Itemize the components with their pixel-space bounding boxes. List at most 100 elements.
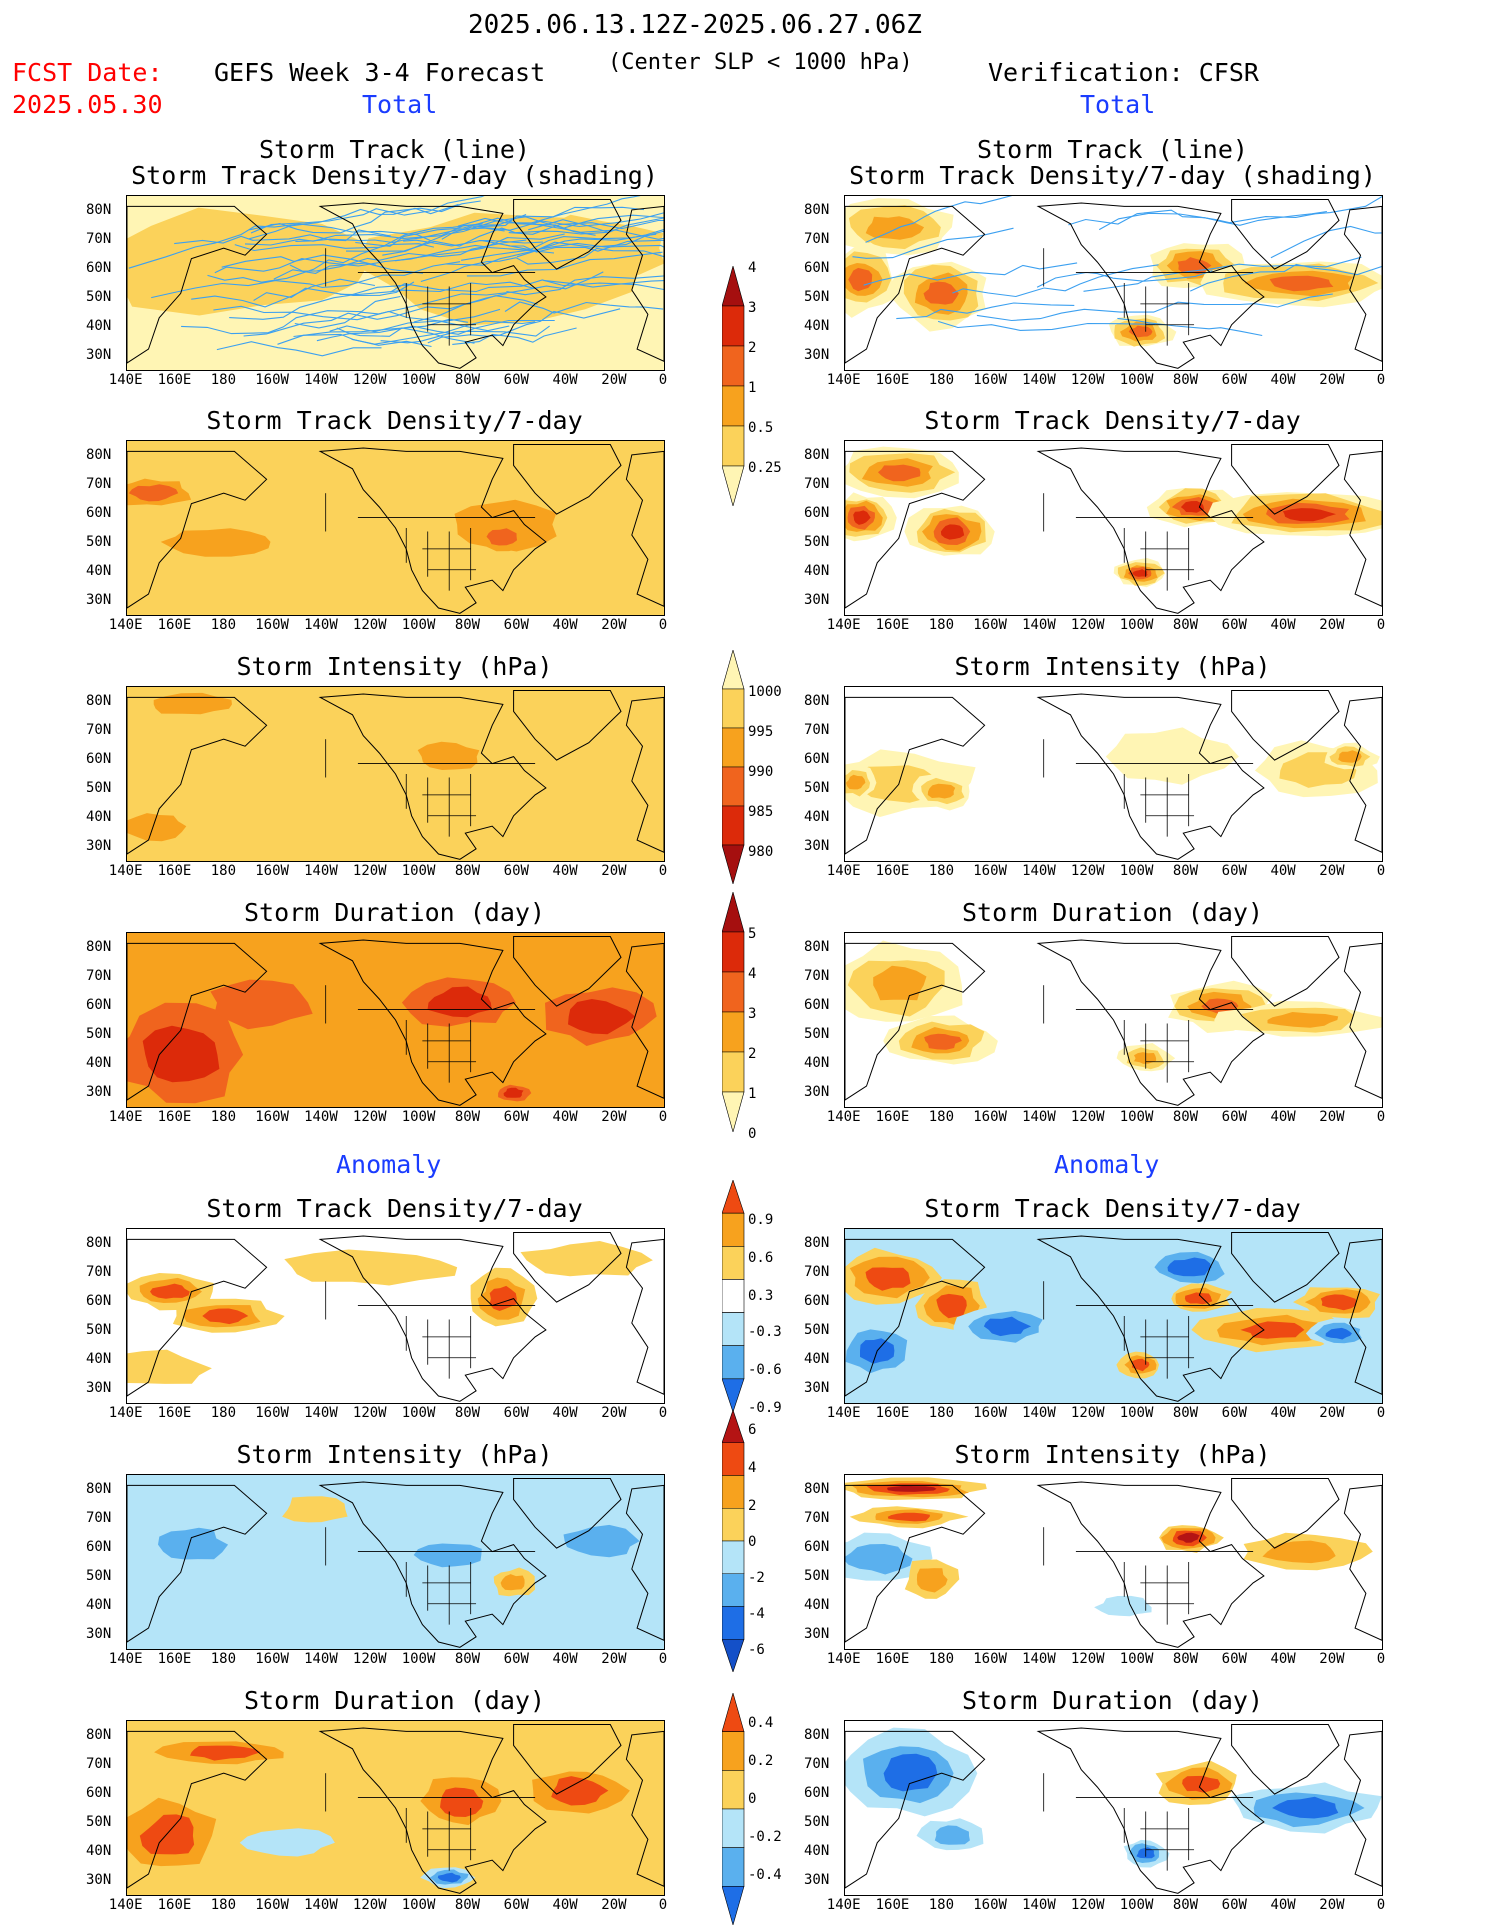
lon-tick-label: 140E [108,372,143,388]
colorbar-label: 4 [748,966,757,982]
lon-tick-label: 80W [1172,1897,1199,1913]
colorbar-swatch [721,385,745,427]
storm-track-line [937,320,1155,331]
lon-tick-label: 100W [401,1897,436,1913]
asia-coast [845,205,986,364]
lon-tick-label: 0 [1376,1897,1386,1913]
lon-tick-label: 140E [108,863,143,879]
lat-tick-label: 60N [86,505,112,521]
gefs-duration-shade-blob [568,999,636,1035]
colorbar-label: 0 [748,1534,757,1550]
lon-tick-label: 20W [1319,372,1345,388]
storm-track-line [896,302,1075,320]
lon-tick-label: 80W [454,372,481,388]
lat-tick-label: 80N [804,202,830,218]
lat-tick-label: 50N [86,1814,112,1830]
colorbar-label: -0.9 [748,1400,782,1416]
colorbar-swatch [721,727,745,768]
storm-track-line [207,222,483,283]
gefs-duration-anom-title: Storm Duration (day) [243,1686,546,1715]
cfsr-duration-title: Storm Duration (day) [961,898,1264,927]
greenland-coast [1231,690,1340,761]
lon-tick-label: 140E [826,1651,861,1667]
asia-coast [845,450,986,609]
lat-tick-label: 70N [86,1264,112,1280]
gefs-density-anom-title: Storm Track Density/7-day [206,1194,583,1223]
colorbar-swatch [721,648,745,690]
cfsr-intensity-map-panel [844,686,1383,862]
lat-tick-label: 40N [86,1055,112,1071]
lat-tick-label: 50N [86,1568,112,1584]
lon-tick-label: 0 [658,617,668,633]
lat-tick-label: 80N [86,202,112,218]
lon-tick-label: 0 [658,1651,668,1667]
lon-tick-label: 160E [157,1897,192,1913]
lon-tick-label: 60W [503,1109,529,1125]
lat-tick-label: 70N [804,1264,830,1280]
lon-tick-label: 160W [255,617,289,633]
colorbar-label: 995 [748,724,774,740]
cfsr-track-shade-blob [848,267,873,292]
cfsr-intensity-anom-shade-blob [1262,1540,1336,1564]
europe-coast [1343,1238,1382,1395]
gefs-intensity-shade-blob [417,741,480,770]
lat-tick-label: 50N [804,289,830,305]
lat-tick-label: 70N [804,968,830,984]
lat-tick-label: 70N [804,231,830,247]
lon-tick-label: 40W [552,1897,578,1913]
lat-tick-label: 60N [86,1539,112,1555]
storm-track-line [461,233,657,261]
gefs-duration-anom-map [127,1721,664,1895]
lon-tick-label: 0 [658,1405,668,1421]
lon-tick-label: 20W [601,1897,627,1913]
lon-tick-label: 160W [973,863,1007,879]
colorbar-swatch [721,1378,745,1413]
lat-tick-label: 60N [86,1293,112,1309]
asia-coast [127,1484,268,1643]
lon-tick-label: 140E [826,1897,861,1913]
north-america-coast [1036,939,1265,1106]
greenland-coast [513,199,622,270]
colorbar-swatch [721,1312,745,1347]
colorbar-label: -0.3 [748,1324,782,1340]
lon-tick-label: 140W [1022,1651,1056,1667]
colorbar-label: 6 [748,1422,757,1438]
greenland-coast [513,1724,622,1795]
lon-tick-label: 160E [875,1109,910,1125]
greenland-coast [1231,444,1340,515]
north-america-coast [1036,1235,1265,1402]
lon-tick-label: 60W [503,617,529,633]
storm-track-line [181,295,401,335]
storm-track-line [382,214,664,256]
colorbar-label: 2 [748,1046,757,1062]
gefs-duration-anom-map-panel [126,1720,665,1896]
lon-tick-label: 160E [157,1651,192,1667]
lon-tick-label: 60W [503,1651,529,1667]
colorbar-swatch [721,264,745,307]
lat-tick-label: 60N [804,751,830,767]
greenland-coast [513,690,622,761]
storm-track-line [865,196,1013,243]
lat-tick-label: 30N [804,1084,830,1100]
cfsr-density-anom-shade-blob [936,1293,967,1319]
lon-tick-label: 20W [601,617,627,633]
lon-tick-label: 140W [304,1405,338,1421]
lat-tick-label: 80N [86,1235,112,1251]
lon-tick-label: 180 [928,1651,955,1667]
lon-tick-label: 60W [1221,863,1247,879]
cfsr-density-anom-shade-blob [983,1316,1032,1337]
lon-tick-label: 0 [1376,863,1386,879]
asia-coast [127,205,268,364]
cfsr-track-map [845,196,1382,369]
colorbar-label: 3 [748,300,757,316]
gefs-duration-map [127,933,664,1107]
colorbar-label: -0.6 [748,1362,782,1378]
gefs-density-anom-map [127,1229,664,1403]
lon-tick-label: 180 [210,863,237,879]
colorbar-label: -0.4 [748,1867,782,1883]
cfsr-density-anom-map [845,1229,1382,1403]
lon-tick-label: 60W [1221,1405,1247,1421]
lat-tick-label: 70N [86,722,112,738]
greenland-coast [1231,1232,1340,1303]
gefs-density-shade-blob [486,528,517,546]
